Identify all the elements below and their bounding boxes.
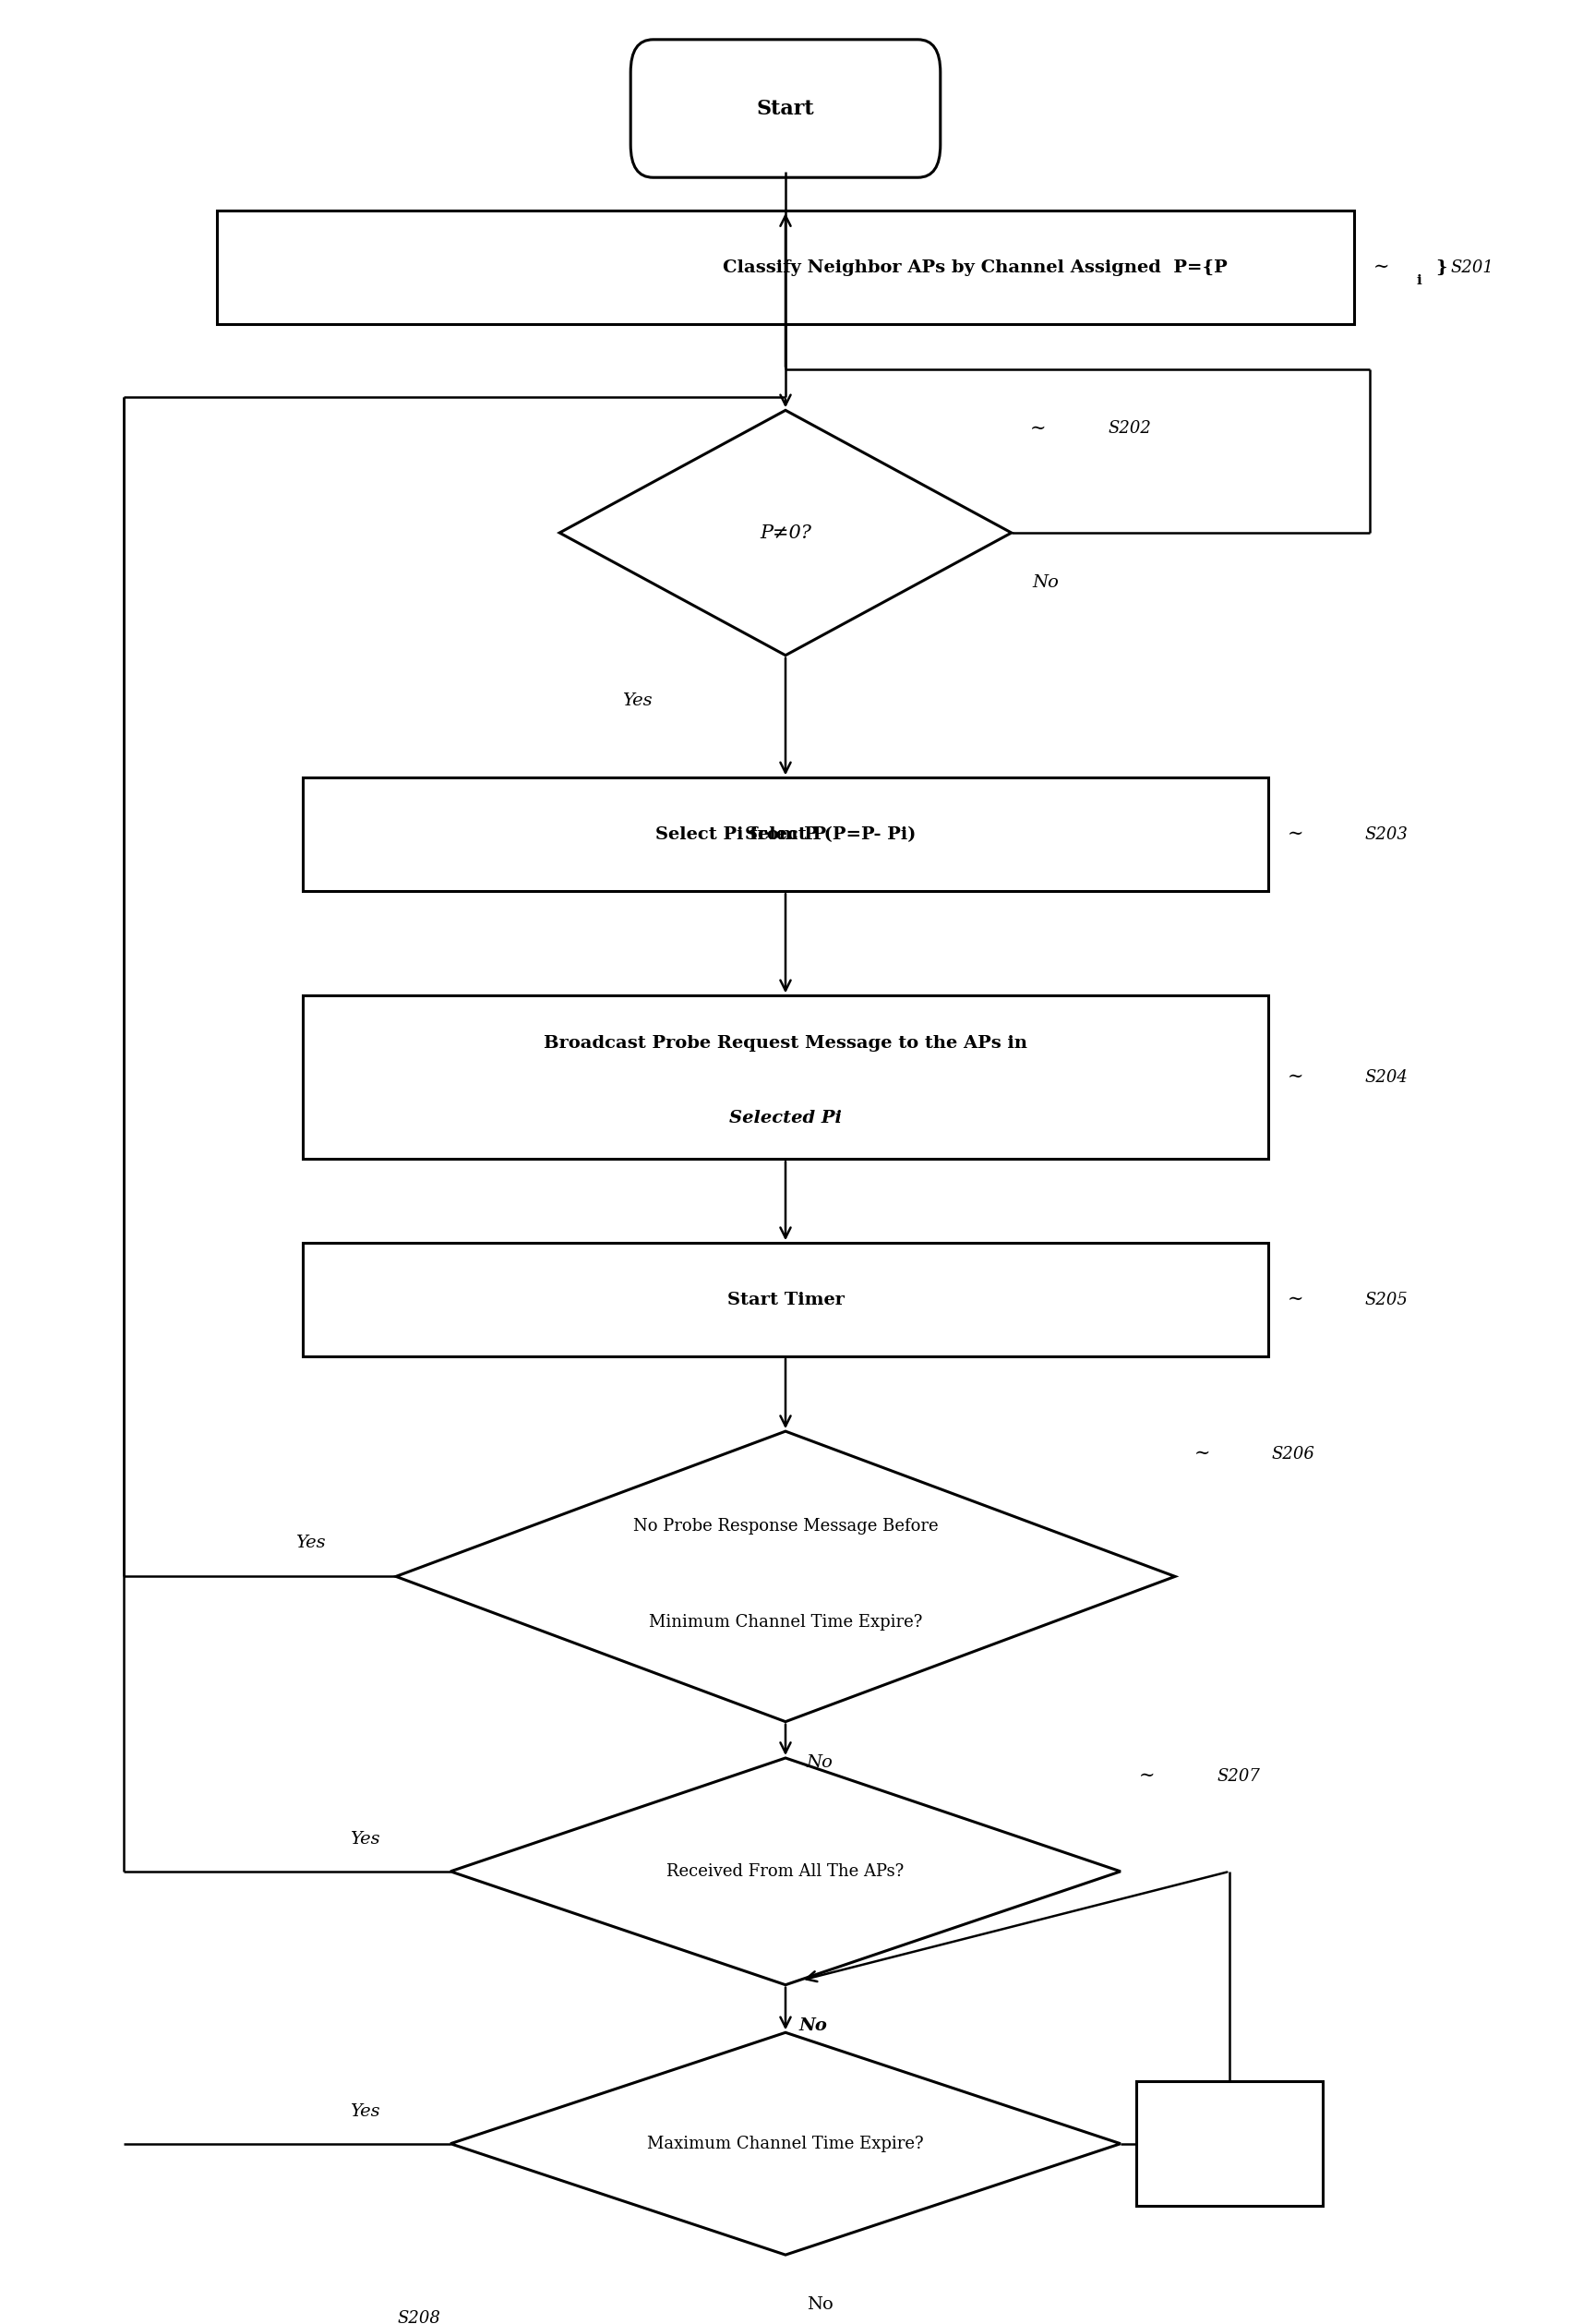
Text: ∼: ∼ [1287, 825, 1304, 844]
Text: S203: S203 [1365, 827, 1409, 844]
Text: No: No [806, 1755, 833, 1771]
Bar [303, 995, 1268, 1160]
Text: Yes: Yes [350, 1831, 380, 1848]
Text: Minimum Channel Time Expire?: Minimum Channel Time Expire? [649, 1613, 922, 1629]
Text: No: No [806, 2296, 833, 2312]
Bar [303, 779, 1268, 892]
Text: Classify Neighbor APs by Channel Assigned  P={P: Classify Neighbor APs by Channel Assigne… [723, 258, 1229, 277]
Text: No: No [1032, 574, 1059, 590]
Text: S201: S201 [1452, 258, 1494, 277]
Text: Yes: Yes [350, 2103, 380, 2119]
Text: S205: S205 [1365, 1292, 1409, 1308]
Text: ∼: ∼ [1194, 1446, 1210, 1462]
Text: S207: S207 [1218, 1769, 1260, 1785]
FancyBboxPatch shape [630, 40, 941, 177]
Text: Select P: Select P [745, 827, 826, 844]
Text: Start Timer: Start Timer [727, 1292, 844, 1308]
Text: ∼: ∼ [1287, 1290, 1304, 1308]
Text: No: No [800, 2017, 828, 2034]
Text: Select Pi from P (P=P- Pi): Select Pi from P (P=P- Pi) [655, 827, 916, 844]
Polygon shape [451, 2034, 1120, 2254]
Text: S202: S202 [1108, 421, 1152, 437]
Text: Selected Pi: Selected Pi [729, 1111, 842, 1127]
Text: Broadcast Probe Request Message to the APs in: Broadcast Probe Request Message to the A… [544, 1034, 1027, 1050]
Text: P≠0?: P≠0? [760, 523, 811, 541]
Text: }: } [1436, 258, 1447, 277]
Text: S206: S206 [1271, 1446, 1315, 1462]
Text: i: i [1417, 274, 1422, 288]
Text: Maximum Channel Time Expire?: Maximum Channel Time Expire? [647, 2136, 924, 2152]
Text: Yes: Yes [295, 1534, 325, 1550]
Text: ∼: ∼ [1139, 1766, 1155, 1785]
Text: S208: S208 [397, 2310, 441, 2324]
Bar [303, 1243, 1268, 1357]
Polygon shape [451, 1757, 1120, 1985]
Polygon shape [559, 411, 1012, 655]
Text: ∼: ∼ [1287, 1069, 1304, 1085]
Bar [1136, 2082, 1323, 2205]
Text: Start: Start [757, 98, 814, 119]
Bar [217, 211, 1354, 323]
Text: Received From All The APs?: Received From All The APs? [666, 1864, 905, 1880]
Polygon shape [396, 1432, 1175, 1722]
Text: Yes: Yes [622, 693, 652, 709]
Text: S204: S204 [1365, 1069, 1409, 1085]
Text: No Probe Response Message Before: No Probe Response Message Before [633, 1518, 938, 1534]
Text: ∼: ∼ [1031, 421, 1046, 437]
Text: ∼: ∼ [1373, 258, 1389, 277]
